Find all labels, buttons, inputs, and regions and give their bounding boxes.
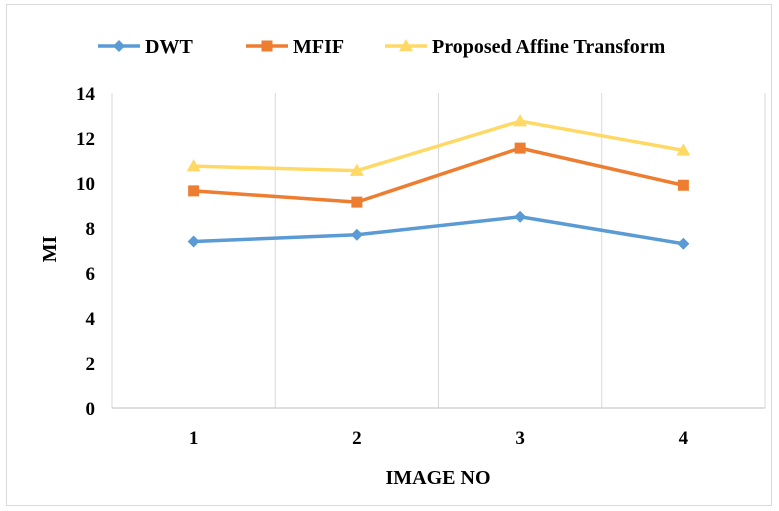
data-point-proposed-affine-transform xyxy=(676,143,691,156)
x-tick-label: 2 xyxy=(352,428,362,449)
y-axis-ticks: 0 2 4 6 8 10 12 14 xyxy=(76,84,96,420)
series-line-mfif xyxy=(193,146,684,204)
legend: DWT MFIF Proposed Affine Transform xyxy=(98,36,666,58)
y-tick-label: 12 xyxy=(76,129,95,150)
y-tick-label: 14 xyxy=(76,84,96,105)
data-point-proposed-affine-transform xyxy=(513,114,528,127)
x-tick-label: 3 xyxy=(515,428,525,449)
data-point-mfif xyxy=(677,179,689,191)
data-point-dwt xyxy=(187,235,200,248)
legend-marker xyxy=(261,40,273,52)
data-point-proposed-affine-transform xyxy=(349,163,364,176)
x-tick-label: 1 xyxy=(189,428,199,449)
y-tick-label: 10 xyxy=(76,174,95,195)
y-tick-label: 0 xyxy=(86,399,96,420)
legend-item-dwt: DWT xyxy=(98,36,193,58)
data-point-dwt xyxy=(350,228,363,241)
legend-marker xyxy=(113,40,125,52)
data-point-mfif xyxy=(351,196,363,208)
series-line-dwt xyxy=(193,215,684,246)
data-point-mfif xyxy=(514,142,526,154)
data-point-mfif xyxy=(188,185,200,197)
y-axis-label: MI xyxy=(39,235,61,262)
legend-label: DWT xyxy=(145,36,193,58)
series-dwt xyxy=(187,210,690,250)
legend-item-proposed-affine-transform: Proposed Affine Transform xyxy=(385,36,666,58)
data-point-dwt xyxy=(514,210,527,223)
x-axis-ticks: 1 2 3 4 xyxy=(189,428,689,449)
legend-item-mfif: MFIF xyxy=(246,36,344,58)
x-axis-label: IMAGE NO xyxy=(386,467,491,489)
series-proposed-affine-transform xyxy=(186,114,691,176)
y-tick-label: 4 xyxy=(86,309,96,330)
series-layer xyxy=(186,114,691,250)
x-tick-label: 4 xyxy=(679,428,689,449)
data-point-dwt xyxy=(677,237,690,250)
gridlines xyxy=(111,93,766,409)
legend-marker xyxy=(399,39,413,52)
legend-label: MFIF xyxy=(293,36,344,58)
series-mfif xyxy=(188,142,689,208)
y-tick-label: 2 xyxy=(86,354,96,375)
legend-label: Proposed Affine Transform xyxy=(432,36,666,58)
series-line-proposed-affine-transform xyxy=(193,119,684,173)
y-tick-label: 8 xyxy=(86,219,96,240)
chart-frame xyxy=(6,4,772,506)
y-tick-label: 6 xyxy=(86,264,96,285)
data-point-proposed-affine-transform xyxy=(186,159,201,172)
